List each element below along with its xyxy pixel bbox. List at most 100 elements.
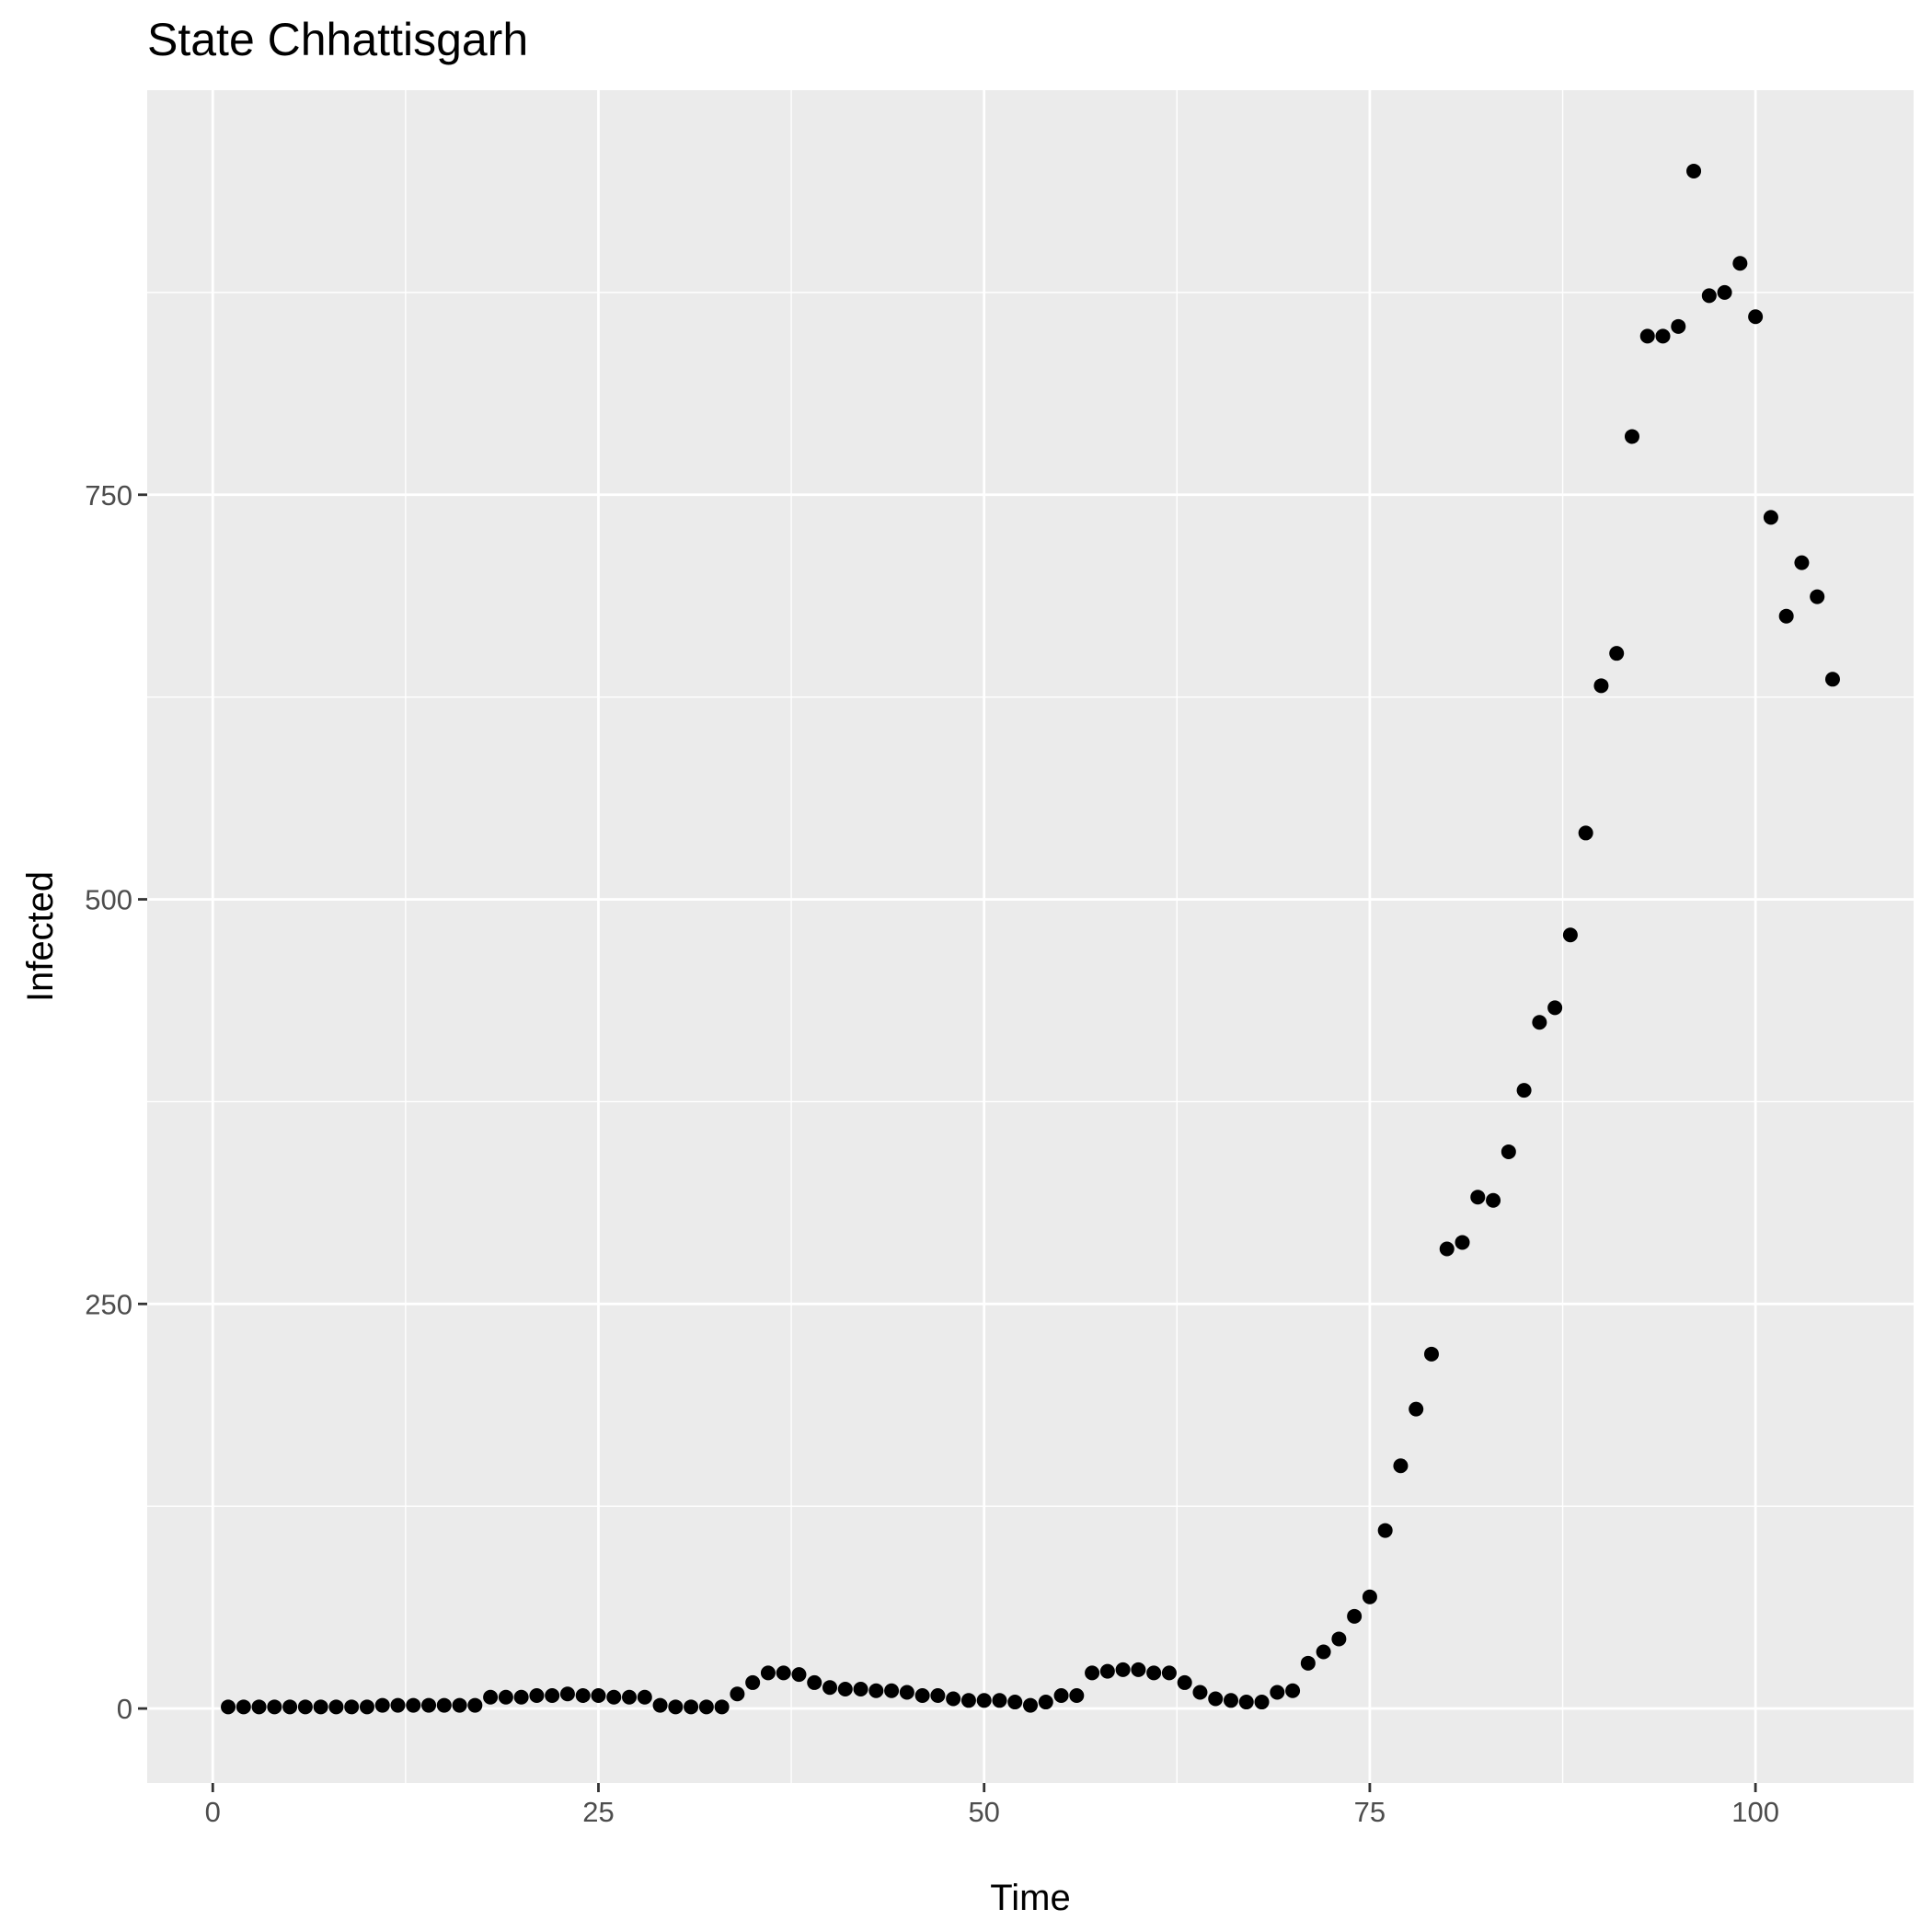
data-point: [1038, 1695, 1053, 1710]
data-point: [884, 1683, 900, 1698]
data-point: [1778, 608, 1794, 624]
data-point: [1393, 1458, 1409, 1474]
data-point: [591, 1688, 606, 1704]
data-point: [1254, 1695, 1270, 1710]
grid-minor: [147, 90, 1914, 1783]
data-point: [1115, 1662, 1131, 1677]
data-point: [652, 1697, 668, 1713]
data-point: [436, 1697, 452, 1713]
data-point: [698, 1699, 714, 1715]
data-point: [267, 1699, 282, 1715]
data-point: [1377, 1523, 1393, 1538]
data-point: [1270, 1685, 1285, 1700]
data-point: [1007, 1695, 1023, 1710]
x-tick-label: 50: [968, 1796, 999, 1828]
data-point: [960, 1693, 976, 1708]
data-point: [837, 1681, 853, 1696]
data-point: [1686, 163, 1702, 178]
data-point: [406, 1697, 421, 1713]
data-points: [221, 163, 1840, 1715]
data-point: [868, 1683, 884, 1698]
data-point: [575, 1688, 591, 1704]
data-point: [1748, 309, 1764, 325]
x-tick-label: 100: [1731, 1796, 1779, 1828]
x-axis: 0 25 50 75 100: [205, 1783, 1779, 1828]
data-point: [313, 1699, 328, 1715]
data-point: [1609, 646, 1625, 661]
data-point: [1362, 1589, 1377, 1604]
data-point: [1331, 1631, 1347, 1647]
y-tick-label: 0: [117, 1693, 132, 1725]
plot-panel: [147, 90, 1914, 1783]
data-point: [1023, 1697, 1038, 1713]
data-point: [668, 1699, 684, 1715]
data-point: [1409, 1401, 1424, 1417]
data-point: [236, 1699, 251, 1715]
data-point: [930, 1688, 946, 1704]
data-point: [1300, 1655, 1316, 1671]
data-point: [1146, 1665, 1162, 1681]
data-point: [1655, 328, 1671, 344]
chart-title: State Chhattisgarh: [147, 14, 528, 65]
data-point: [1547, 1000, 1563, 1016]
data-point: [1516, 1083, 1532, 1098]
y-axis: 0 250 500 750: [85, 479, 147, 1725]
data-point: [1532, 1015, 1547, 1030]
data-point: [374, 1697, 390, 1713]
data-point: [1161, 1665, 1177, 1681]
data-point: [1794, 555, 1810, 570]
data-point: [992, 1693, 1007, 1708]
data-point: [1285, 1683, 1301, 1698]
data-point: [807, 1674, 822, 1690]
data-point: [899, 1685, 914, 1700]
data-point: [344, 1699, 360, 1715]
data-point: [483, 1689, 499, 1705]
data-point: [1238, 1695, 1254, 1710]
data-point: [1732, 256, 1748, 271]
data-point: [1578, 825, 1593, 841]
data-point: [1562, 927, 1578, 943]
data-point: [822, 1680, 838, 1696]
data-point: [1085, 1665, 1100, 1681]
x-axis-title: Time: [990, 1878, 1070, 1918]
data-point: [760, 1665, 776, 1681]
data-point: [1316, 1644, 1331, 1660]
data-point: [1099, 1663, 1115, 1679]
data-point: [282, 1699, 298, 1715]
data-point: [529, 1688, 545, 1704]
data-point: [1624, 429, 1639, 444]
data-point: [221, 1699, 236, 1715]
y-tick-label: 500: [85, 884, 132, 916]
data-point: [853, 1681, 868, 1696]
data-point: [1208, 1691, 1224, 1707]
data-point: [390, 1697, 406, 1713]
y-axis-title: Infected: [20, 871, 61, 1002]
data-point: [297, 1699, 313, 1715]
data-point: [1671, 318, 1686, 334]
data-point: [359, 1699, 374, 1715]
data-point: [467, 1697, 483, 1713]
data-point: [1455, 1235, 1470, 1250]
data-point: [745, 1674, 761, 1690]
y-tick-label: 750: [85, 479, 132, 512]
x-tick-label: 25: [582, 1796, 614, 1828]
data-point: [976, 1693, 992, 1708]
data-point: [452, 1697, 467, 1713]
data-point: [1639, 328, 1655, 344]
data-point: [622, 1689, 638, 1705]
data-point: [1192, 1685, 1208, 1700]
data-point: [1470, 1190, 1486, 1205]
data-point: [776, 1665, 791, 1681]
data-point: [1069, 1688, 1085, 1704]
data-point: [1177, 1674, 1192, 1690]
x-tick-label: 75: [1354, 1796, 1386, 1828]
data-point: [946, 1691, 961, 1707]
data-point: [914, 1688, 930, 1704]
data-point: [1439, 1241, 1455, 1257]
data-point: [498, 1689, 513, 1705]
data-point: [1763, 510, 1778, 525]
data-point: [1701, 288, 1717, 304]
data-point: [1347, 1608, 1363, 1624]
data-point: [513, 1689, 529, 1705]
